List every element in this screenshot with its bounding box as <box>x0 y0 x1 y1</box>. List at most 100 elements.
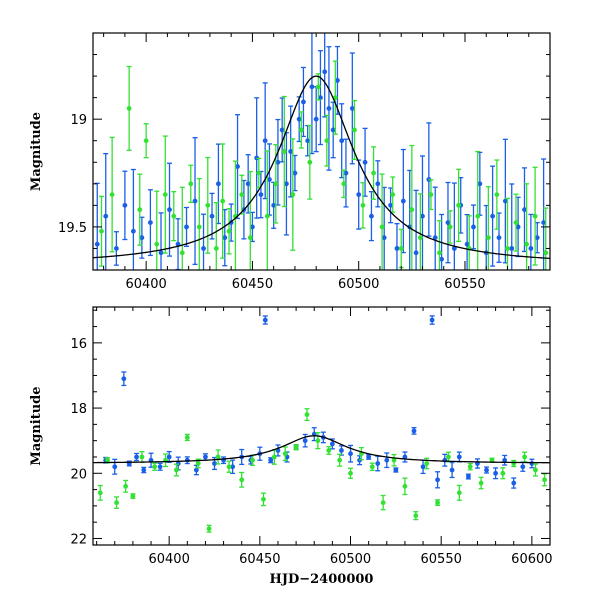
blue-data-point <box>184 457 190 463</box>
x-tick-label: 60500 <box>330 552 371 567</box>
blue-data-point <box>262 138 268 144</box>
blue-data-point <box>103 213 109 219</box>
blue-data-point <box>216 181 221 187</box>
green-data-point <box>206 526 212 532</box>
blue-data-point <box>275 159 281 165</box>
green-data-point <box>371 170 376 176</box>
blue-data-point <box>511 480 517 486</box>
blue-data-point <box>356 192 362 197</box>
blue-data-point <box>322 69 328 75</box>
blue-data-point <box>318 95 323 101</box>
green-data-point <box>282 451 288 457</box>
x-tick-label: 60550 <box>444 277 485 292</box>
x-tick-label: 60450 <box>239 552 280 567</box>
green-data-point <box>239 192 245 197</box>
green-data-point <box>143 138 149 144</box>
blue-data-point <box>384 457 390 463</box>
blue-data-point <box>502 198 508 204</box>
blue-data-point <box>369 213 374 219</box>
green-data-point <box>341 181 347 187</box>
blue-data-point <box>112 464 118 470</box>
blue-data-point <box>522 207 527 213</box>
green-data-point <box>171 213 177 219</box>
blue-data-point <box>432 235 438 241</box>
green-data-point <box>99 228 104 234</box>
green-data-point <box>137 207 143 213</box>
y-tick-label: 19.5 <box>58 221 87 236</box>
blue-data-point <box>339 138 345 144</box>
green-data-point <box>390 192 396 197</box>
blue-data-point <box>451 246 457 251</box>
green-data-point <box>391 457 397 463</box>
blue-data-point <box>184 224 189 230</box>
blue-data-point <box>193 467 199 473</box>
blue-data-point <box>348 451 353 457</box>
blue-data-point <box>509 246 515 251</box>
y-axis-label: Magnitude <box>29 112 44 191</box>
green-data-point <box>281 149 287 154</box>
blue-data-point <box>301 99 306 105</box>
blue-data-point <box>292 170 298 176</box>
blue-data-point <box>147 220 153 226</box>
green-data-point <box>264 213 270 219</box>
green-data-point <box>446 454 451 460</box>
blue-data-point <box>245 181 251 187</box>
x-tick-label: 60450 <box>232 277 273 292</box>
blue-data-point <box>271 202 277 208</box>
blue-data-point <box>201 246 206 251</box>
blue-data-point <box>413 250 419 256</box>
plot-frame <box>92 32 551 271</box>
blue-data-point <box>267 177 272 182</box>
green-data-point <box>188 181 194 187</box>
green-data-point <box>542 477 547 483</box>
blue-data-point <box>94 241 100 247</box>
blue-data-point <box>393 467 399 473</box>
green-data-point <box>428 192 434 197</box>
green-data-point <box>360 202 366 208</box>
blue-data-point <box>121 376 127 382</box>
blue-data-point <box>157 464 163 470</box>
green-data-point <box>435 500 440 506</box>
blue-data-point <box>420 464 426 470</box>
blue-data-point <box>343 170 349 176</box>
green-data-point <box>380 500 386 506</box>
blue-data-point <box>284 181 289 187</box>
green-data-point <box>239 477 245 483</box>
green-data-point <box>105 457 110 463</box>
green-data-point <box>467 464 473 470</box>
green-data-point <box>315 84 321 90</box>
green-data-point <box>213 246 219 251</box>
blue-data-point <box>279 127 285 133</box>
green-data-point <box>513 220 519 226</box>
green-data-point <box>398 246 404 251</box>
green-data-point <box>437 250 442 256</box>
blue-data-point <box>130 228 136 234</box>
green-data-point <box>261 496 266 502</box>
blue-data-point <box>212 461 217 466</box>
green-data-point <box>456 490 462 496</box>
y-tick-label: 19 <box>70 113 87 128</box>
blue-data-point <box>520 464 526 470</box>
green-data-point <box>139 454 145 460</box>
blue-data-point <box>471 224 476 230</box>
blue-data-point <box>381 235 387 241</box>
blue-data-point <box>465 474 471 479</box>
green-data-point <box>114 500 119 506</box>
green-data-point <box>447 224 453 230</box>
green-data-point <box>369 464 375 470</box>
green-data-point <box>409 207 415 213</box>
blue-data-point <box>313 116 319 122</box>
x-axis-label: HJD−2400000 <box>270 572 374 587</box>
blue-data-point <box>302 438 308 444</box>
green-data-point <box>532 213 538 219</box>
blue-data-point <box>464 241 470 247</box>
blue-data-point <box>335 78 340 83</box>
x-tick-label: 60500 <box>338 277 379 292</box>
green-data-point <box>304 412 310 417</box>
blue-data-point <box>141 467 147 473</box>
blue-data-point <box>420 213 425 219</box>
blue-data-point <box>305 138 311 144</box>
green-data-point <box>543 250 549 256</box>
blue-data-point <box>326 106 332 111</box>
